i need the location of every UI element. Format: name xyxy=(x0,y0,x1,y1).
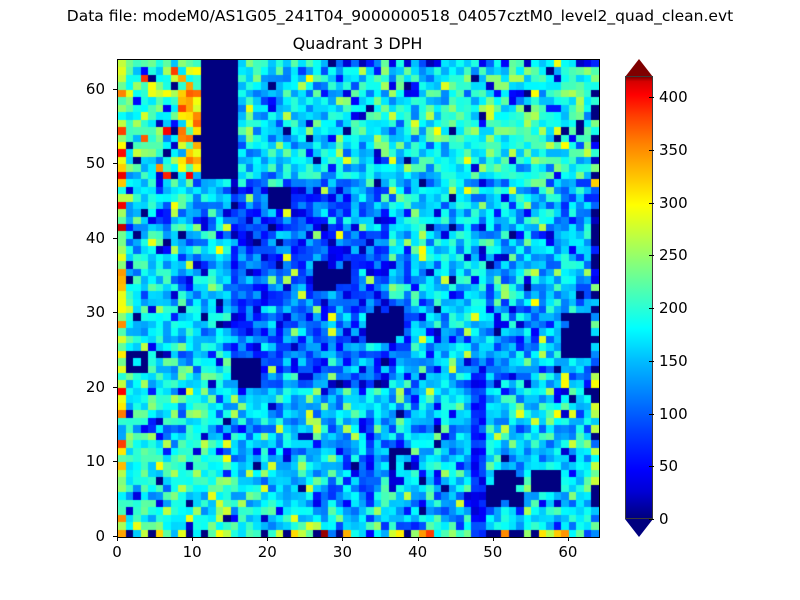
x-tick-label: 30 xyxy=(332,543,353,561)
x-tick-mark xyxy=(567,537,569,541)
x-tick-mark xyxy=(342,537,344,541)
colorbar-tick-mark xyxy=(649,413,654,415)
x-tick-mark xyxy=(117,537,118,541)
y-tick-label: 20 xyxy=(85,377,105,396)
colorbar-tick-label: 250 xyxy=(659,246,688,265)
y-tick-label: 60 xyxy=(85,79,105,98)
colorbar-tick-label: 0 xyxy=(659,510,669,528)
x-tick-label: 10 xyxy=(182,543,202,561)
y-tick-mark xyxy=(113,88,117,90)
colorbar-tick-label: 350 xyxy=(659,140,688,159)
y-tick-label: 30 xyxy=(85,303,105,322)
colorbar-tick-mark xyxy=(649,97,654,99)
colorbar-gradient[interactable] xyxy=(625,76,653,519)
y-tick-label: 10 xyxy=(85,452,105,471)
x-tick-mark xyxy=(492,537,494,541)
colorbar-tick-label: 100 xyxy=(659,404,688,423)
y-tick-label: 50 xyxy=(85,154,105,173)
colorbar[interactable]: 0 50 100 150 200 250 300 350 400 xyxy=(625,59,688,537)
colorbar-tick-label: 400 xyxy=(659,88,688,107)
x-tick-label: 60 xyxy=(558,543,578,561)
colorbar-tick-label: 150 xyxy=(659,351,688,370)
y-tick-label: 40 xyxy=(85,228,105,247)
axes-title: Quadrant 3 DPH xyxy=(292,34,423,53)
colorbar-tick-mark xyxy=(649,255,654,257)
colorbar-tick-mark xyxy=(649,519,654,520)
x-tick-label: 20 xyxy=(257,543,277,561)
colorbar-tick-label: 200 xyxy=(659,299,688,318)
x-tick-label: 0 xyxy=(112,543,122,561)
colorbar-tick-label: 50 xyxy=(659,457,679,476)
colorbar-tick-mark xyxy=(649,466,654,468)
colorbar-tick-mark xyxy=(649,149,654,151)
y-tick-mark xyxy=(113,163,117,165)
colorbar-extend-min-arrow xyxy=(625,519,653,537)
x-tick-label: 40 xyxy=(408,543,428,561)
y-tick-label: 0 xyxy=(95,527,105,545)
heatmap-plot-area[interactable] xyxy=(117,59,600,538)
x-tick-label: 50 xyxy=(483,543,503,561)
colorbar-tick-mark xyxy=(649,308,654,310)
colorbar-tick-mark xyxy=(649,202,654,204)
x-tick-mark xyxy=(267,537,269,541)
colorbar-tick-mark xyxy=(649,360,654,362)
y-tick-mark xyxy=(113,237,117,239)
heatmap-image[interactable] xyxy=(118,60,599,537)
colorbar-tick-label: 300 xyxy=(659,193,688,212)
colorbar-extend-max-arrow xyxy=(625,59,653,77)
x-tick-mark xyxy=(192,537,194,541)
y-tick-mark xyxy=(113,461,117,463)
y-tick-mark xyxy=(113,312,117,314)
data-file-suptitle: Data file: modeM0/AS1G05_241T04_90000005… xyxy=(66,7,734,25)
x-tick-mark xyxy=(417,537,419,541)
y-tick-mark xyxy=(113,536,117,537)
y-tick-mark xyxy=(113,386,117,388)
